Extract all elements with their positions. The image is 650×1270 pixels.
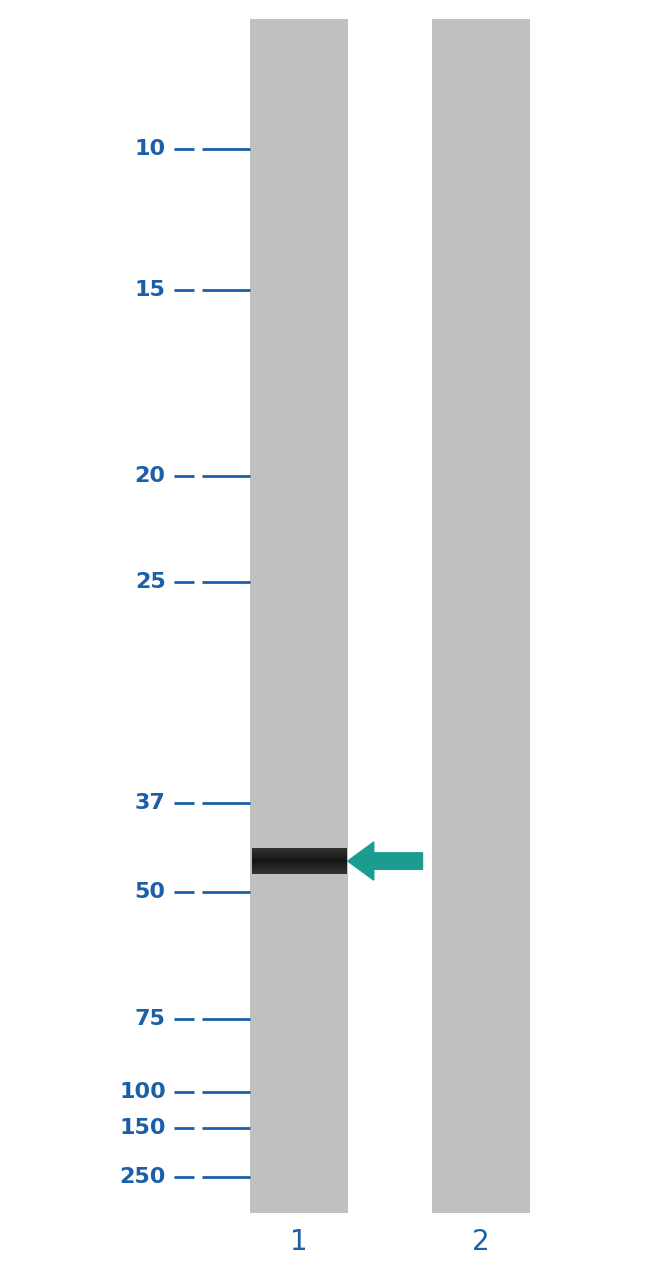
Text: 37: 37 (135, 792, 166, 813)
Text: 10: 10 (135, 138, 166, 159)
Text: 25: 25 (135, 572, 166, 592)
Bar (432, 19, 530, 1213)
Text: 100: 100 (119, 1082, 166, 1102)
Text: 15: 15 (135, 279, 166, 300)
FancyArrow shape (348, 842, 422, 880)
Bar (250, 19, 348, 1213)
Text: 250: 250 (120, 1167, 166, 1187)
Text: 2: 2 (472, 1228, 490, 1256)
Text: 20: 20 (135, 466, 166, 486)
Text: 150: 150 (119, 1118, 166, 1138)
Text: 75: 75 (135, 1008, 166, 1029)
Text: 50: 50 (135, 881, 166, 902)
Text: 1: 1 (290, 1228, 308, 1256)
